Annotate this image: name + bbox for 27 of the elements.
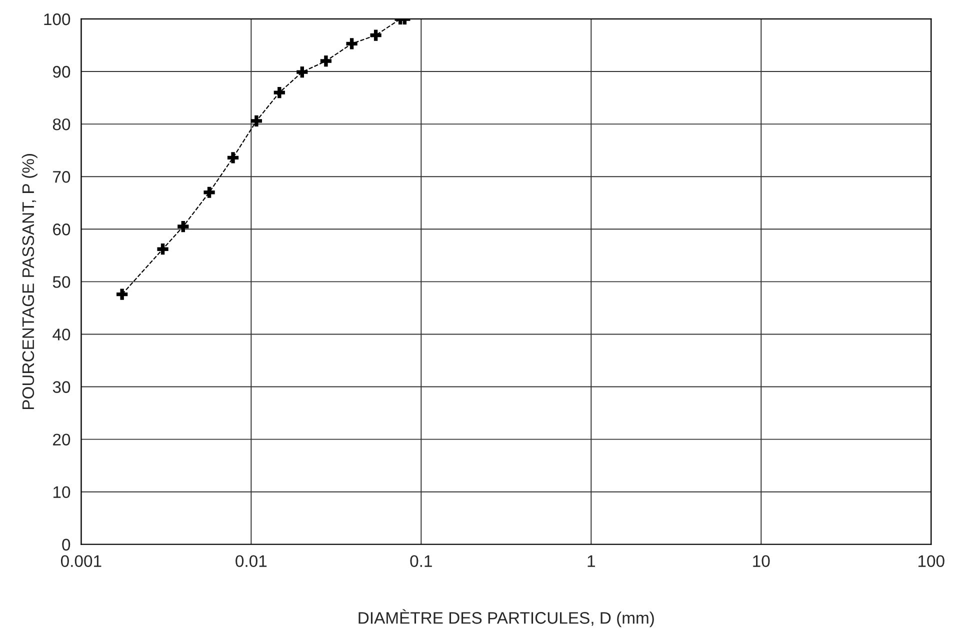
point [274, 86, 285, 98]
y-tick-label: 80 [52, 118, 70, 130]
y-tick-label: 70 [53, 171, 70, 183]
y-tick-label: 90 [53, 66, 70, 78]
x-tick-label: 100 [918, 555, 944, 568]
y-tick-label: 60 [53, 224, 70, 236]
y-tick-label: 50 [52, 276, 70, 288]
y-tick-label: 20 [53, 434, 70, 446]
point [250, 115, 262, 126]
y-axis-title: POURCENTAGE PASSANT, P (%) [22, 154, 38, 410]
x-axis-title: DIAMÈTRE DES PARTICULES, D (mm) [358, 609, 654, 628]
x-tick-label: 10 [753, 555, 770, 568]
x-tick-label: 0.001 [60, 555, 102, 568]
y-tick-label: 100 [44, 13, 70, 26]
y-tick-label: 30 [52, 381, 70, 393]
x-tick-label: 0.1 [410, 555, 432, 568]
point [227, 152, 239, 164]
x-tick-label: 0.01 [236, 555, 267, 568]
y-tick-label: 10 [53, 486, 70, 498]
point [346, 38, 358, 50]
point [296, 66, 308, 78]
y-tick-label: 0 [62, 538, 70, 551]
point [370, 30, 382, 41]
point [204, 186, 215, 198]
y-tick-label: 40 [52, 328, 70, 340]
point [178, 220, 189, 232]
x-tick-label: 1 [588, 555, 595, 567]
